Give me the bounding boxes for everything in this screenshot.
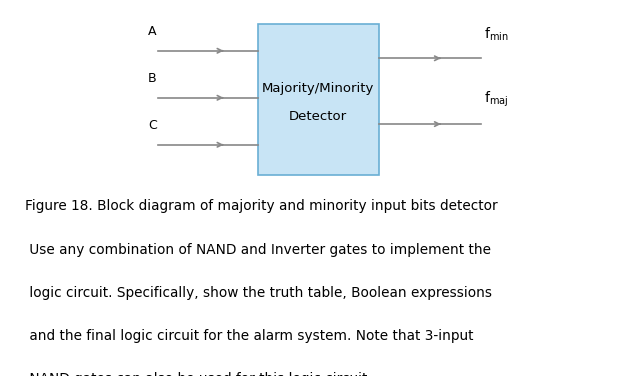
Text: Majority/Minority: Majority/Minority xyxy=(262,82,374,95)
Bar xyxy=(258,24,379,175)
Text: f$_{\rm min}$: f$_{\rm min}$ xyxy=(484,26,509,43)
Text: A: A xyxy=(148,24,156,38)
Text: Use any combination of NAND and Inverter gates to implement the: Use any combination of NAND and Inverter… xyxy=(25,243,491,256)
Text: Figure 18. Block diagram of majority and minority input bits detector: Figure 18. Block diagram of majority and… xyxy=(25,199,497,213)
Text: logic circuit. Specifically, show the truth table, Boolean expressions: logic circuit. Specifically, show the tr… xyxy=(25,286,492,300)
Text: Detector: Detector xyxy=(289,110,347,123)
Text: C: C xyxy=(148,118,156,132)
Text: B: B xyxy=(148,71,156,85)
Text: f$_{\rm maj}$: f$_{\rm maj}$ xyxy=(484,90,509,109)
Text: and the final logic circuit for the alarm system. Note that 3-input: and the final logic circuit for the alar… xyxy=(25,329,473,343)
Text: NAND gates can also be used for this logic circuit.: NAND gates can also be used for this log… xyxy=(25,372,371,376)
